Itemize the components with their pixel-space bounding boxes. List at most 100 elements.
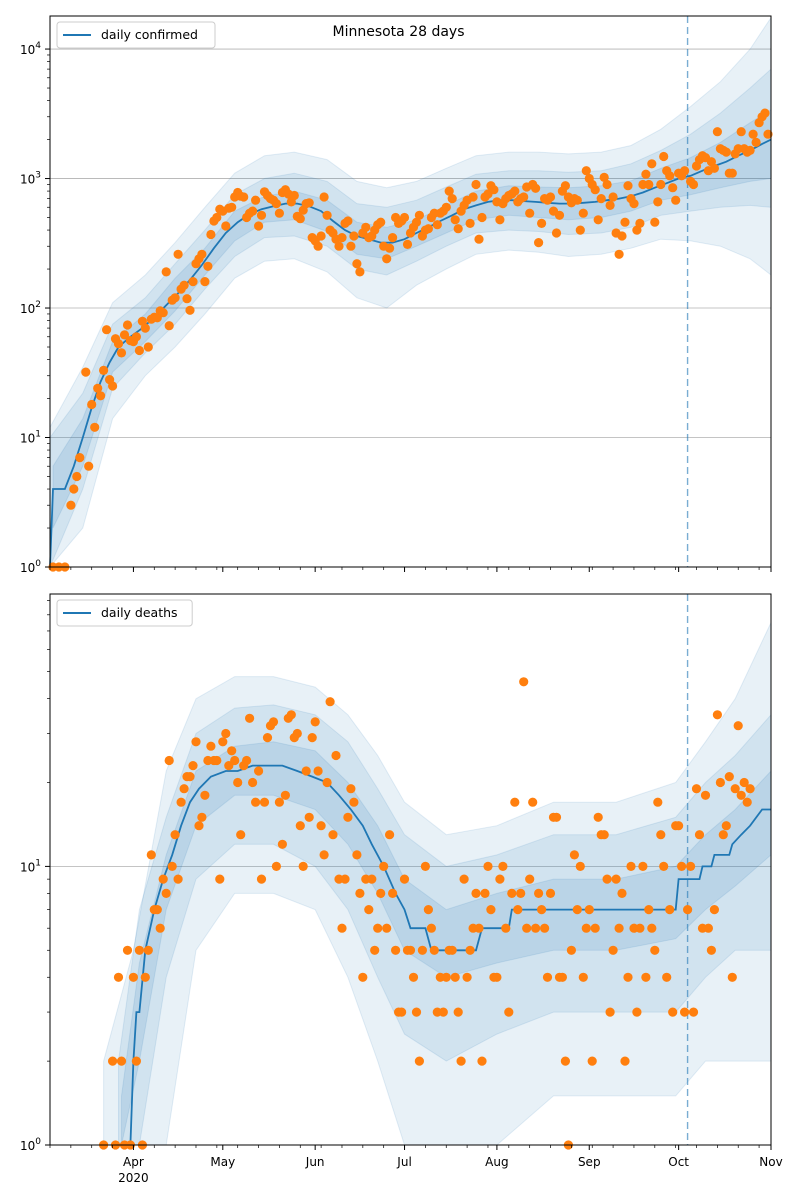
data-point — [620, 217, 630, 227]
data-point — [346, 784, 356, 794]
data-point — [554, 210, 565, 220]
data-point — [745, 784, 755, 794]
data-point — [212, 212, 222, 223]
legend-box — [56, 599, 193, 627]
data-point — [108, 381, 118, 391]
data-point — [203, 261, 213, 271]
data-point — [280, 790, 290, 800]
data-point — [572, 195, 582, 205]
data-point — [191, 737, 201, 747]
data-point — [423, 905, 433, 915]
data-point — [140, 323, 150, 333]
data-point — [69, 484, 79, 494]
data-point — [185, 772, 195, 782]
data-point — [256, 210, 267, 220]
data-point — [179, 784, 189, 794]
data-point — [221, 728, 231, 739]
data-point — [256, 874, 267, 884]
data-point — [474, 234, 484, 244]
data-point — [480, 888, 490, 899]
data-point — [245, 713, 255, 723]
data-point — [531, 183, 541, 193]
data-point — [93, 383, 103, 393]
data-point — [355, 888, 365, 899]
data-point — [116, 1056, 127, 1066]
data-point — [391, 945, 401, 955]
data-point — [271, 199, 281, 209]
data-point — [397, 1007, 407, 1017]
data-point — [411, 217, 422, 227]
data-point — [623, 181, 633, 191]
data-point — [545, 192, 556, 202]
data-point — [629, 199, 639, 209]
data-point — [528, 797, 538, 807]
data-point — [254, 766, 264, 776]
data-point — [349, 797, 359, 807]
data-point — [307, 733, 317, 743]
data-point — [721, 147, 731, 157]
data-point — [161, 888, 171, 899]
data-point — [66, 500, 76, 510]
data-point — [343, 812, 353, 822]
data-point — [405, 945, 416, 955]
data-point — [736, 790, 746, 800]
data-point — [206, 741, 216, 751]
data-point — [212, 755, 222, 766]
data-point — [420, 861, 430, 872]
data-point — [167, 861, 177, 872]
data-point — [352, 259, 362, 269]
data-point — [584, 905, 594, 915]
data-point — [337, 923, 347, 933]
data-point — [408, 972, 419, 982]
data-point — [140, 972, 150, 982]
data-point — [426, 923, 436, 933]
data-point — [340, 874, 350, 884]
data-point — [742, 797, 752, 807]
data-point — [644, 179, 654, 190]
data-point — [90, 422, 100, 432]
data-point — [402, 239, 413, 249]
data-point — [164, 755, 174, 766]
data-point — [173, 874, 183, 884]
data-point — [578, 972, 588, 982]
data-point — [763, 129, 773, 139]
data-point — [653, 197, 663, 207]
data-point — [99, 365, 109, 375]
data-point — [242, 755, 252, 766]
data-point — [385, 830, 395, 840]
data-point — [587, 1056, 597, 1066]
data-point — [262, 733, 273, 743]
data-point — [119, 330, 130, 340]
data-point — [128, 972, 138, 982]
data-point — [542, 972, 553, 982]
data-point — [450, 215, 460, 225]
data-point — [700, 790, 711, 800]
data-point — [271, 861, 281, 872]
data-point — [170, 830, 180, 840]
data-point — [751, 137, 761, 147]
data-point — [441, 202, 451, 212]
data-point — [590, 185, 600, 195]
data-point — [677, 861, 687, 872]
data-point — [534, 238, 544, 248]
data-point — [519, 677, 529, 687]
data-point — [322, 777, 332, 788]
data-point — [739, 777, 749, 788]
data-point — [376, 888, 386, 899]
data-point — [438, 1007, 448, 1017]
data-point — [373, 923, 383, 933]
data-point — [248, 777, 258, 788]
data-point — [632, 1007, 642, 1017]
x-tick-label: Sep — [578, 1155, 601, 1169]
y-tick-label: 101 — [20, 858, 41, 874]
data-point — [143, 342, 153, 352]
data-point — [510, 797, 520, 807]
data-point — [325, 697, 335, 707]
data-point — [268, 717, 279, 727]
data-point — [444, 186, 454, 196]
data-point — [668, 183, 678, 193]
data-point — [304, 198, 314, 208]
data-point — [331, 750, 341, 761]
data-point — [221, 221, 231, 231]
